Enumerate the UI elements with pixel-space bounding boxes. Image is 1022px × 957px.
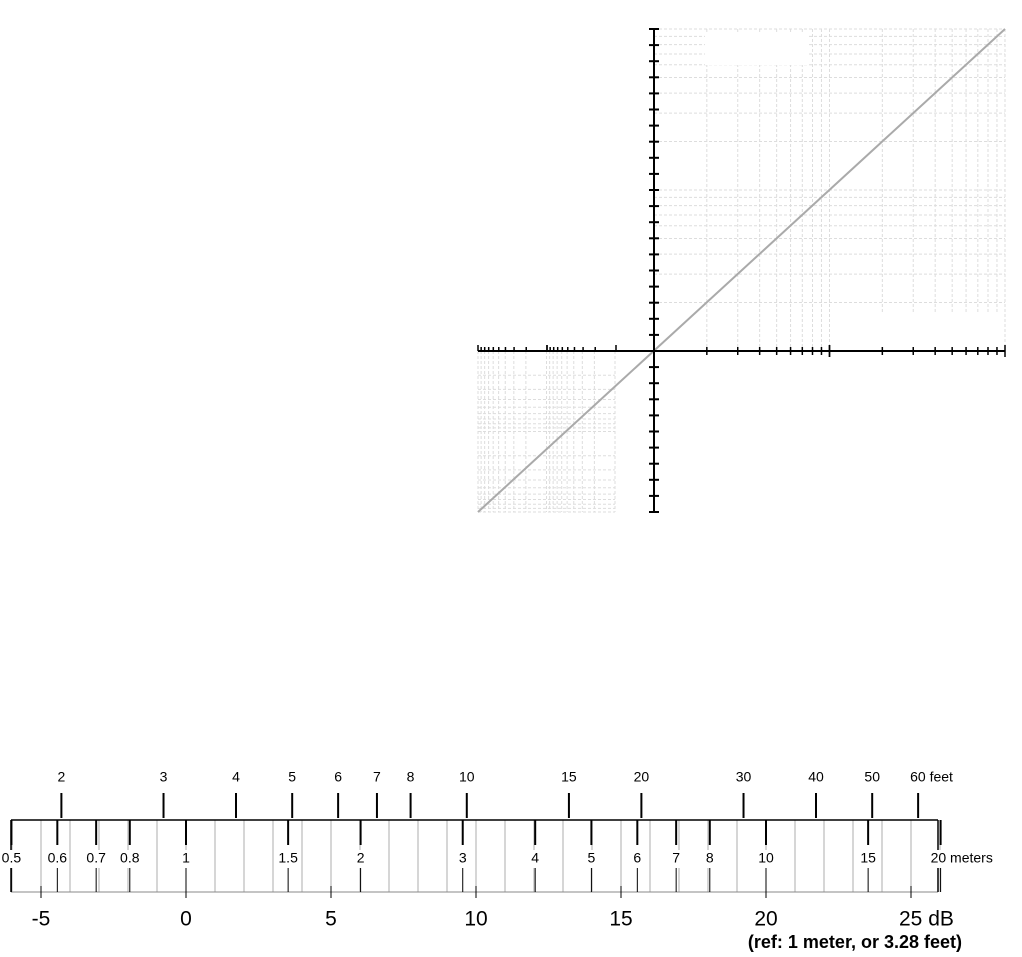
db-label: -5	[32, 908, 51, 931]
label-bg	[174, 850, 198, 868]
meter-label: 5	[588, 850, 596, 866]
feet-label: 4	[232, 769, 240, 785]
meter-label: 6	[633, 850, 641, 866]
meter-label: 20 meters	[931, 850, 993, 866]
feet-label: 7	[373, 769, 381, 785]
label-bg	[625, 850, 650, 868]
label-bg	[117, 850, 142, 868]
feet-label: 15	[561, 769, 577, 785]
feet-label: 3	[160, 769, 168, 785]
mask	[705, 33, 809, 65]
label-bg	[523, 850, 548, 868]
meter-label: 0.8	[120, 850, 140, 866]
meter-label: 3	[459, 850, 467, 866]
label-bg	[0, 850, 24, 868]
label-bg	[348, 850, 373, 868]
meter-label: 1	[182, 850, 190, 866]
meter-label: 10	[758, 850, 774, 866]
label-bg	[84, 850, 109, 868]
feet-label: 30	[736, 769, 752, 785]
feet-label: 8	[407, 769, 415, 785]
feet-label: 10	[459, 769, 475, 785]
feet-label: 60 feet	[910, 769, 953, 785]
label-bg	[856, 850, 881, 868]
meter-label: 8	[706, 850, 714, 866]
meter-label: 0.7	[86, 850, 106, 866]
meter-label: 0.5	[2, 850, 22, 866]
db-label: 10	[464, 908, 487, 931]
label-bg	[664, 850, 689, 868]
feet-label: 40	[808, 769, 824, 785]
label-bg	[928, 850, 953, 868]
label-bg	[450, 850, 475, 868]
meter-label: 2	[357, 850, 365, 866]
feet-label: 5	[288, 769, 296, 785]
label-bg	[697, 850, 722, 868]
mask	[858, 312, 1003, 348]
diagonal	[477, 28, 1006, 513]
feet-label: 2	[57, 769, 65, 785]
meter-label: 15	[860, 850, 876, 866]
meter-label: 4	[531, 850, 539, 866]
db-label: 0	[180, 908, 192, 931]
caption: (ref: 1 meter, or 3.28 feet)	[748, 932, 962, 952]
meter-label: 1.5	[278, 850, 298, 866]
feet-label: 6	[334, 769, 342, 785]
db-label: 5	[325, 908, 337, 931]
label-bg	[579, 850, 604, 868]
label-bg	[276, 850, 301, 868]
label-bg	[754, 850, 778, 868]
label-bg	[45, 850, 70, 868]
meter-label: 7	[672, 850, 680, 866]
log-plot	[477, 28, 1006, 513]
db-label: 25 dB	[899, 908, 954, 931]
meter-label: 0.6	[48, 850, 68, 866]
db-label: 20	[754, 908, 777, 931]
feet-label: 20	[634, 769, 650, 785]
db-label: 15	[609, 908, 632, 931]
feet-label: 50	[864, 769, 880, 785]
